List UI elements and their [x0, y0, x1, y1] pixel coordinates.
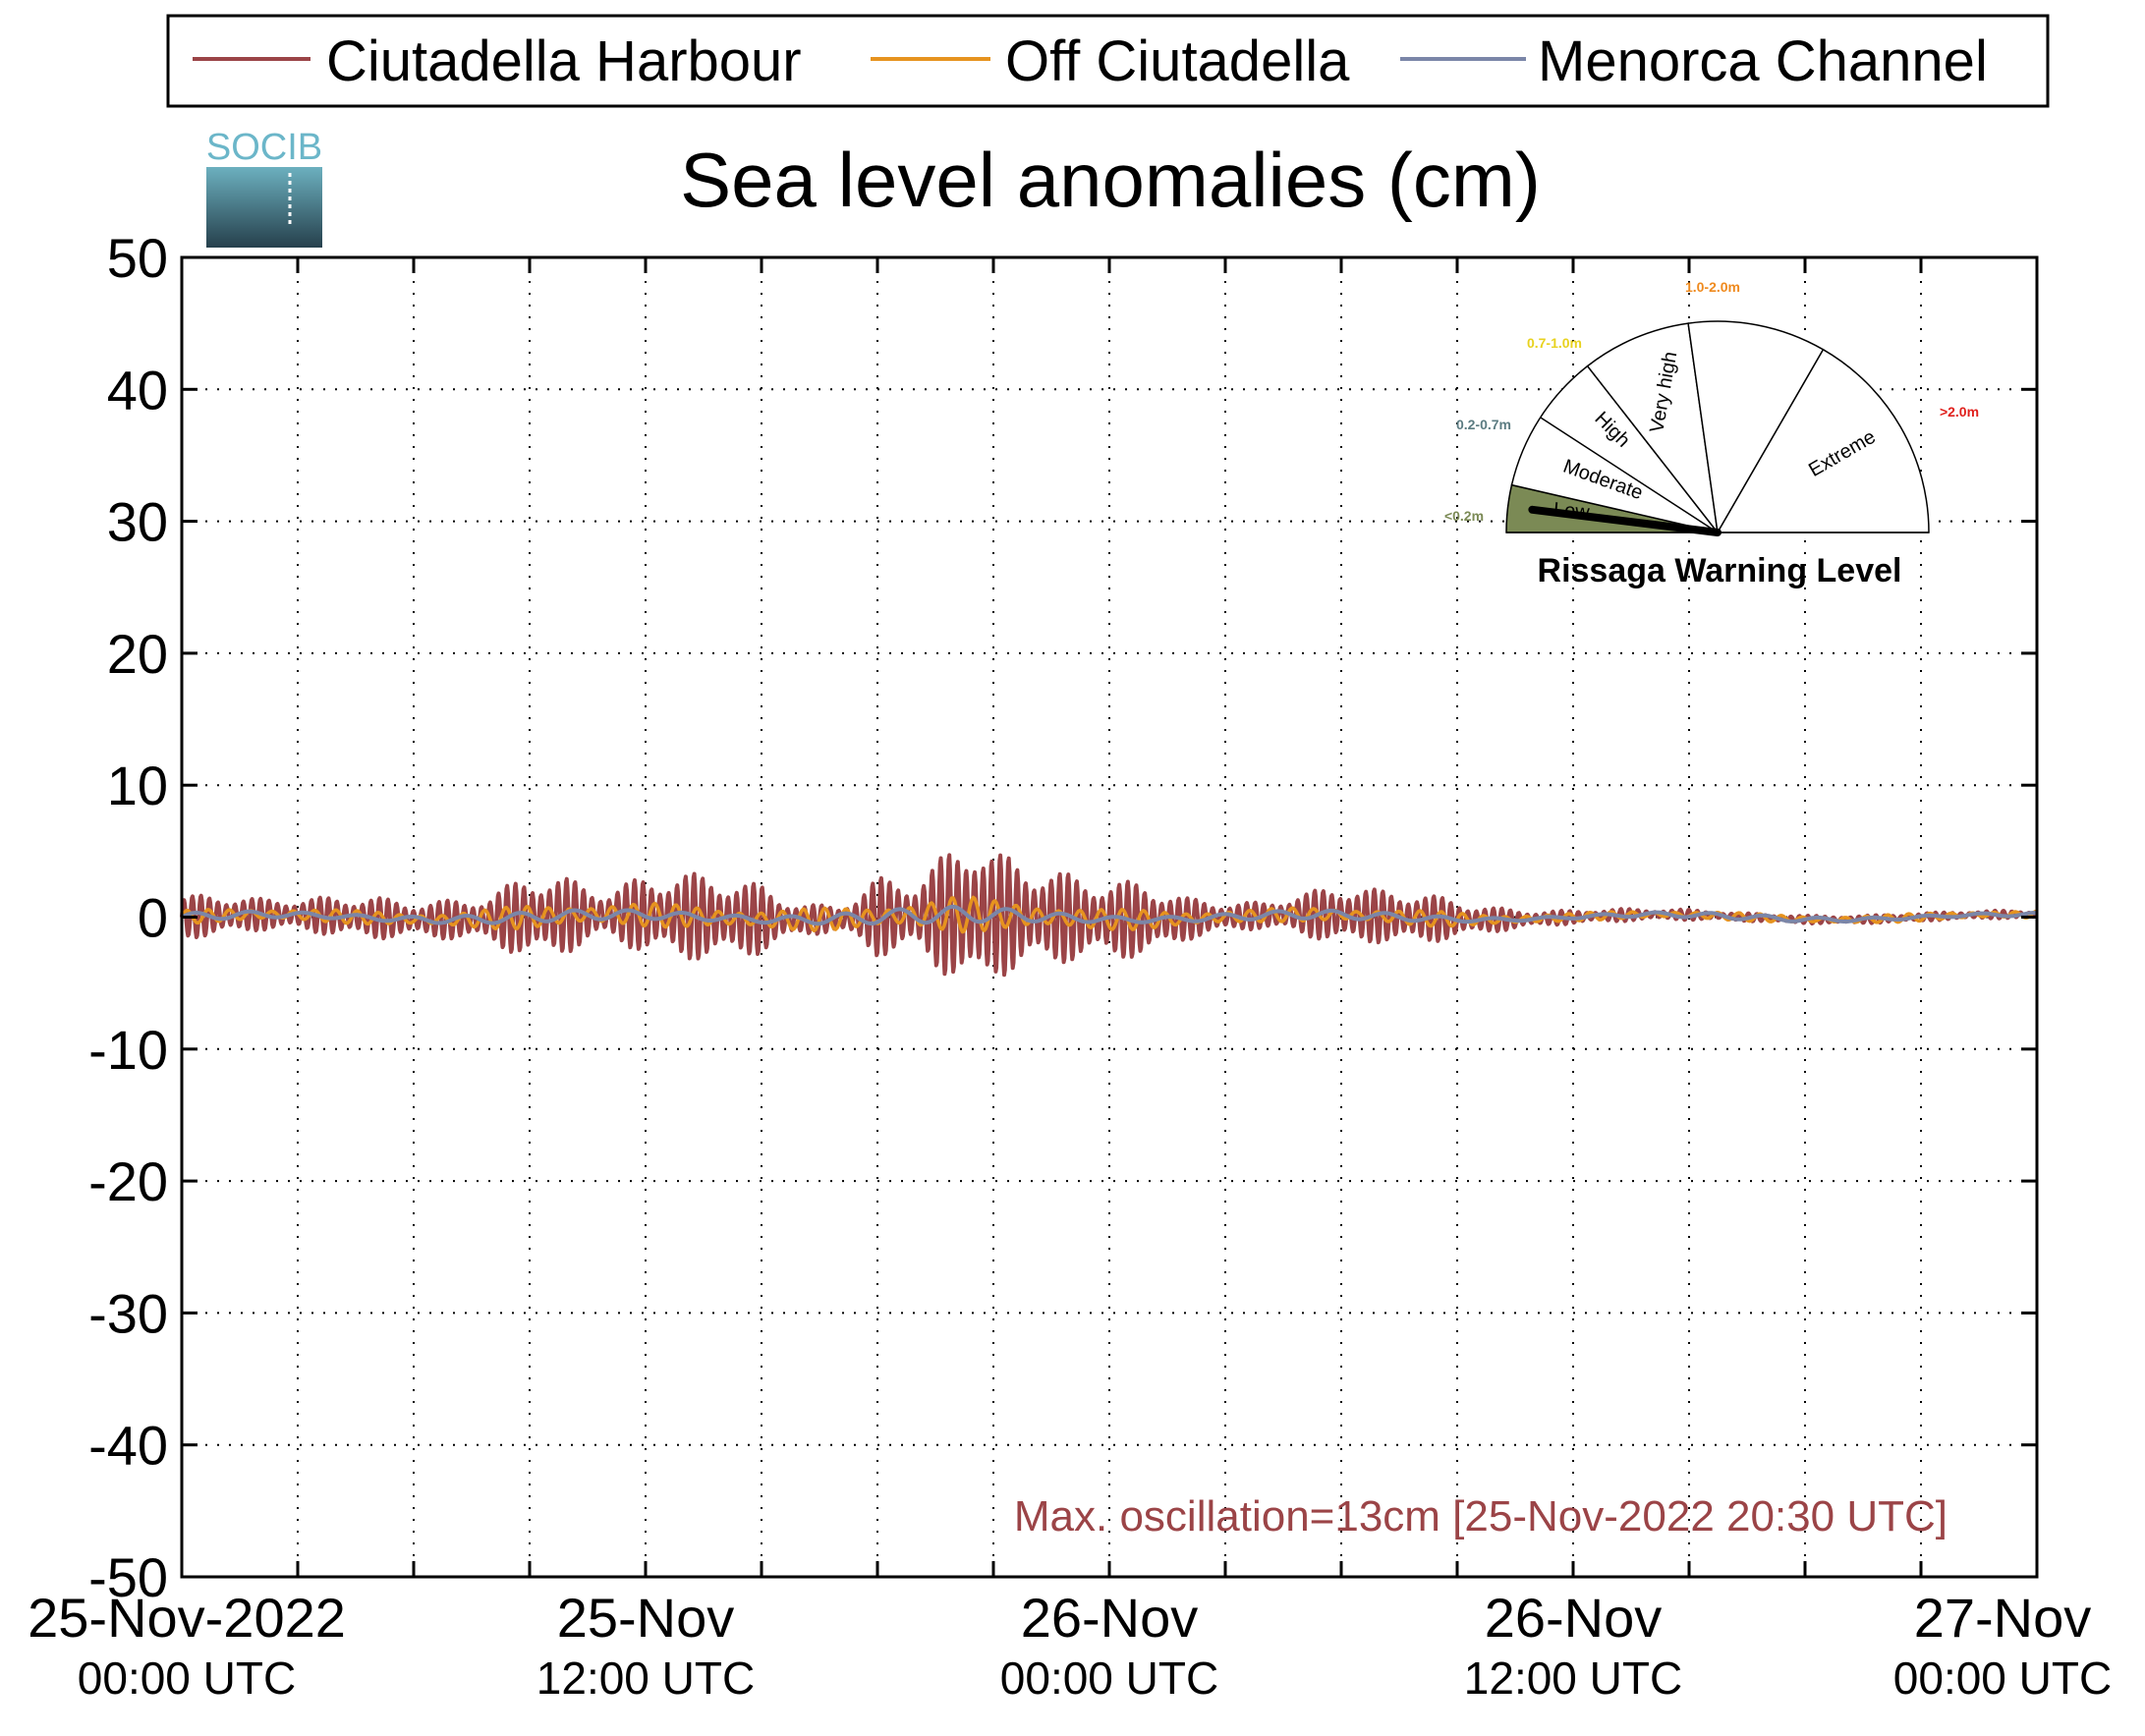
gauge-title: Rissaga Warning Level	[1538, 552, 1902, 589]
y-tick-label: -30	[88, 1282, 168, 1344]
series-layer	[180, 853, 2039, 978]
x-tick-label-date: 25-Nov	[557, 1587, 735, 1649]
x-tick-label-time: 00:00 UTC	[78, 1652, 296, 1704]
gauge-sectors	[1505, 320, 1930, 535]
x-tick-label-time: 00:00 UTC	[1893, 1652, 2112, 1704]
y-tick-label: 0	[138, 887, 168, 949]
max-oscillation-annotation: Max. oscillation=13cm [25-Nov-2022 20:30…	[1014, 1492, 1947, 1540]
gauge-range-label-4: >2.0m	[1940, 404, 1979, 420]
y-tick-label: 40	[107, 359, 168, 420]
gauge-range-labels: <0.2m 0.2-0.7m 0.7-1.0m 1.0-2.0m >2.0m	[1444, 279, 1979, 524]
y-tick-label: -40	[88, 1415, 168, 1477]
legend-label-2: Menorca Channel	[1538, 29, 1988, 93]
y-tick-label: -20	[88, 1150, 168, 1212]
logo-wave-block	[206, 167, 322, 248]
series-line-2	[181, 904, 2038, 926]
y-tick-label: -10	[88, 1019, 168, 1081]
gauge-needle	[1528, 505, 1722, 536]
x-tick-label-time: 00:00 UTC	[1000, 1652, 1218, 1704]
gauge-sector-2	[1586, 322, 1720, 535]
legend-label-0: Ciutadella Harbour	[326, 29, 802, 93]
x-tick-label-date: 27-Nov	[1914, 1587, 2092, 1649]
x-tick-label-date: 25-Nov-2022	[28, 1587, 346, 1649]
y-tick-label: 50	[107, 227, 168, 289]
gauge-divider	[1540, 417, 1719, 533]
x-tick-label-time: 12:00 UTC	[536, 1652, 755, 1704]
chart-title: Sea level anomalies (cm)	[680, 137, 1541, 223]
gauge-sector-3	[1687, 320, 1825, 535]
y-tick-labels: 50 40 30 20 10 0 -10 -20 -30 -40 -50	[88, 227, 168, 1608]
y-tick-label: 30	[107, 491, 168, 553]
y-tick-label: 10	[107, 755, 168, 816]
legend-entry-1: Off Ciutadella	[871, 29, 1350, 93]
gauge-range-label-0: <0.2m	[1444, 508, 1484, 524]
legend-entry-0: Ciutadella Harbour	[193, 29, 802, 93]
gauge-sector-1	[1510, 364, 1720, 534]
gauge-range-label-2: 0.7-1.0m	[1527, 335, 1582, 351]
y-tick-label: -50	[88, 1546, 168, 1608]
axis-ticks	[182, 255, 2037, 1579]
gauge-range-label-3: 1.0-2.0m	[1685, 279, 1740, 295]
x-tick-label-time: 12:00 UTC	[1464, 1652, 1682, 1704]
legend: Ciutadella Harbour Off Ciutadella Menorc…	[166, 14, 2050, 108]
x-tick-label-date: 26-Nov	[1485, 1587, 1663, 1649]
socib-logo: SOCIB	[206, 127, 322, 248]
x-tick-label-date: 26-Nov	[1021, 1587, 1199, 1649]
gauge-range-label-1: 0.2-0.7m	[1456, 417, 1511, 432]
legend-entry-2: Menorca Channel	[1400, 29, 1988, 93]
legend-box	[166, 14, 2050, 108]
y-tick-label: 20	[107, 623, 168, 685]
logo-text: SOCIB	[206, 127, 322, 168]
legend-label-1: Off Ciutadella	[1005, 29, 1350, 93]
gauge-sector-4	[1716, 348, 1930, 533]
